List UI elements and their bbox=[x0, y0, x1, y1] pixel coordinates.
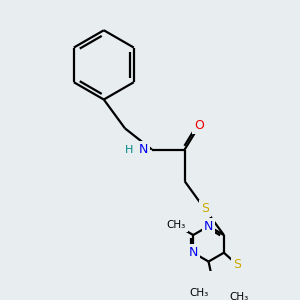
Text: N: N bbox=[188, 246, 198, 259]
Text: CH₃: CH₃ bbox=[190, 288, 209, 298]
Text: CH₃: CH₃ bbox=[230, 292, 249, 300]
Text: N: N bbox=[139, 143, 148, 156]
Text: S: S bbox=[233, 258, 241, 271]
Text: S: S bbox=[201, 202, 209, 215]
Text: H: H bbox=[124, 145, 133, 154]
Text: O: O bbox=[194, 119, 204, 132]
Text: N: N bbox=[204, 220, 213, 233]
Text: CH₃: CH₃ bbox=[166, 220, 185, 230]
